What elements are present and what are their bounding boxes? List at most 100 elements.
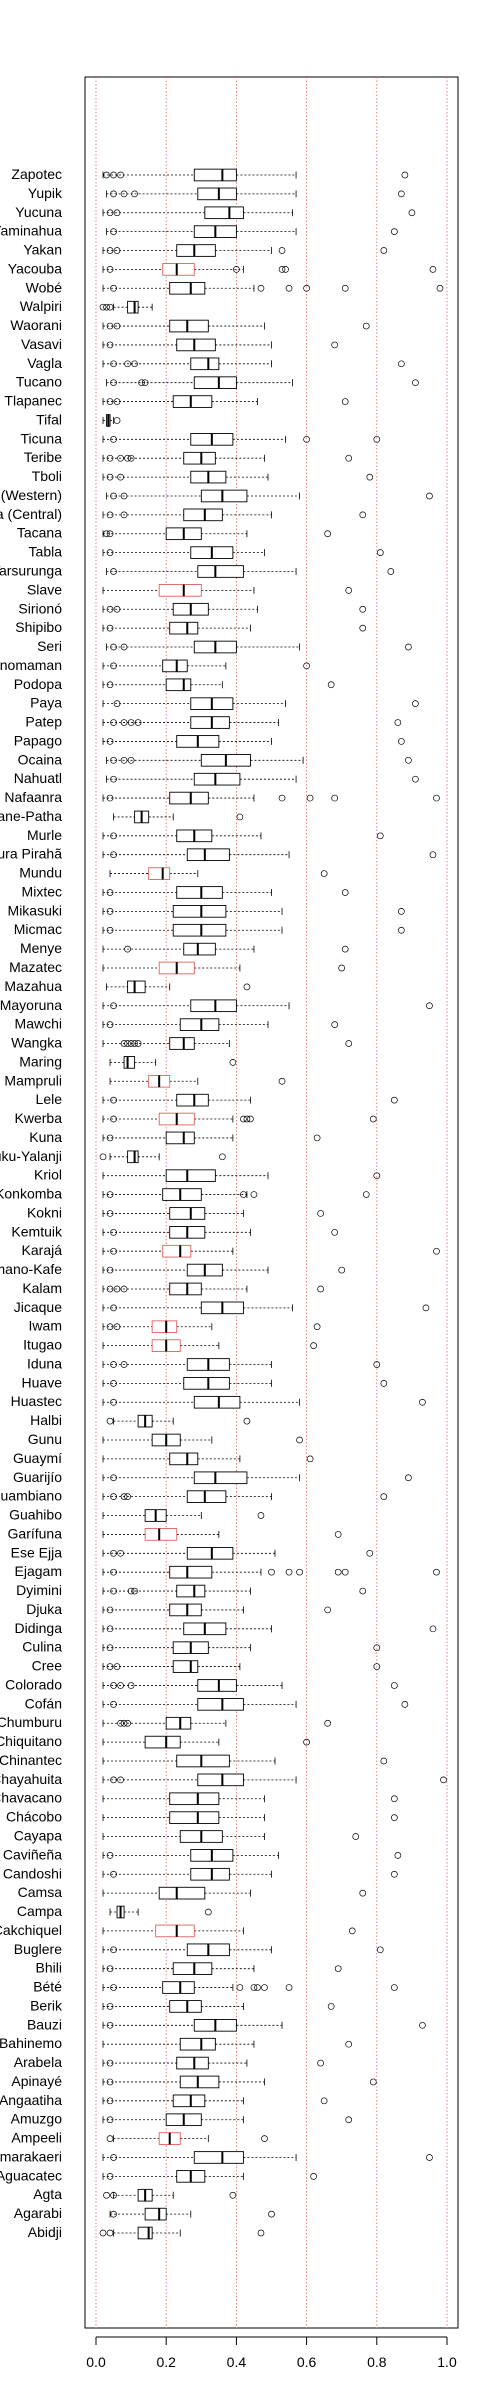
box-row [102, 1849, 402, 1862]
outlier-point [419, 2021, 426, 2029]
outlier-point [373, 435, 381, 443]
row-label: Karajá [22, 1242, 63, 1258]
outlier-point [243, 1417, 251, 1425]
outlier-point [324, 530, 332, 538]
outlier-point [296, 1436, 303, 1444]
row-label: Zapotec [11, 166, 62, 182]
outlier-point [103, 530, 110, 538]
outlier-point [131, 1040, 138, 1047]
box [176, 1093, 209, 1107]
box [183, 451, 216, 465]
outlier-point [120, 511, 128, 519]
outlier-point [124, 1040, 131, 1047]
box [144, 1735, 181, 1749]
box-row [102, 905, 405, 918]
row-label: Bété [33, 1979, 62, 1995]
box-row [109, 1905, 212, 1919]
row-label: Tabla [29, 544, 63, 560]
outlier-point [313, 1323, 321, 1331]
outlier-point [257, 2229, 265, 2237]
box [162, 659, 188, 673]
outlier-point [419, 1398, 426, 1406]
outlier-point [229, 1059, 237, 1066]
outlier-point [369, 2078, 377, 2086]
outlier-point [110, 1984, 117, 1991]
outlier-point [366, 1549, 374, 1557]
outlier-point [436, 284, 444, 292]
outlier-point [110, 284, 117, 292]
outlier-point [124, 454, 131, 462]
outlier-point [113, 1663, 121, 1670]
outlier-point [131, 1587, 138, 1595]
outlier-point [110, 492, 117, 500]
outlier-point [110, 1361, 117, 1368]
outlier-point [257, 284, 265, 292]
box [186, 1490, 227, 1503]
box-row [106, 225, 398, 238]
box-row [102, 1490, 388, 1503]
box [197, 565, 244, 578]
box-row [106, 2132, 268, 2145]
box-row [102, 999, 433, 1013]
outlier-point [110, 643, 117, 651]
box [179, 2037, 216, 2051]
row-label: Buglere [14, 1941, 62, 1957]
row-label: Menye [20, 940, 62, 956]
row-label: Candoshi [3, 1865, 62, 1881]
box [155, 1924, 195, 1938]
outlier-point [120, 1719, 128, 1727]
box-row [102, 1226, 339, 1239]
outlier-point [127, 719, 135, 726]
row-label: Mikasuki [8, 902, 62, 918]
box [190, 716, 230, 729]
outlier-point [110, 1096, 117, 1104]
outlier-point [433, 1247, 440, 1255]
row-label: Mawchi [15, 1016, 62, 1032]
box [197, 1698, 244, 1711]
box [165, 678, 192, 692]
outlier-point [324, 1606, 332, 1614]
outlier-point [106, 1210, 114, 1217]
row-label: Yupik [28, 185, 63, 201]
outlier-point [345, 2040, 353, 2048]
row-label: Micmac [14, 921, 62, 937]
outlier-point [110, 1587, 117, 1595]
outlier-point [117, 473, 124, 481]
box [169, 1207, 206, 1220]
box [172, 905, 227, 918]
row-label: Tifal [36, 411, 62, 427]
y-axis-labels: Zapotec Yupik Yucuna Yaminahua Yakan Yacouba W… [0, 166, 63, 2240]
row-label: Gunu [28, 1431, 62, 1447]
row-label: Chayahuita [0, 1771, 62, 1787]
row-label: Aguacatec [0, 2167, 62, 2183]
outlier-point [310, 2173, 317, 2180]
box-row [102, 527, 332, 541]
row-label: Huastec [11, 1393, 62, 1409]
outlier-point [369, 1115, 377, 1123]
outlier-point [110, 851, 117, 859]
row-label: Culina [22, 1639, 62, 1655]
box-row [99, 300, 153, 314]
outlier-point [106, 926, 114, 934]
row-label: Yacouba [8, 260, 62, 276]
row-label: Tarsurunga [0, 562, 62, 578]
box-row [102, 1282, 324, 1296]
outlier-point [124, 360, 131, 368]
outlier-point [303, 1738, 310, 1746]
box-row [102, 1169, 381, 1182]
row-label: Agta [33, 2186, 62, 2202]
box-row [102, 1263, 346, 1277]
box-row [109, 2207, 275, 2221]
box-row [102, 1093, 398, 1107]
box-row [102, 1660, 381, 1673]
row-label: Papago [14, 732, 62, 748]
box-row [102, 886, 349, 899]
x-tick-label: 0.2 [156, 2354, 176, 2370]
row-label: Campa [17, 1903, 62, 1919]
outlier-point [124, 1493, 131, 1501]
box-row [103, 2188, 237, 2202]
row-label: Iduna [27, 1355, 62, 1371]
box-row [102, 1924, 356, 1938]
row-label: Sanumá Yanomaman [0, 657, 62, 673]
box [169, 1565, 213, 1579]
